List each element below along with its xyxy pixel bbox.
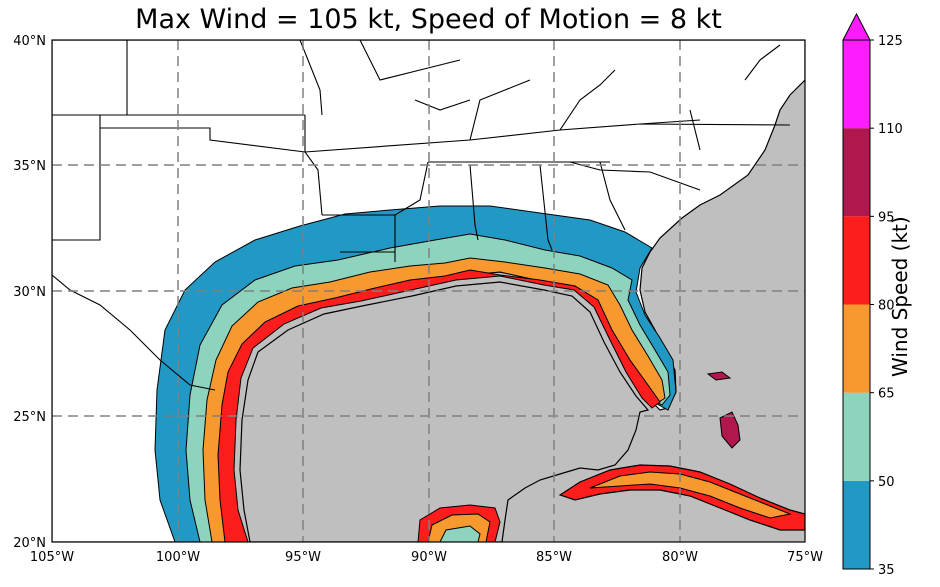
lon-label-105: 105°W	[30, 550, 74, 565]
cuba-inner	[589, 471, 792, 519]
map-title: Max Wind = 105 kt, Speed of Motion = 8 k…	[135, 4, 722, 35]
colorbar-bin-95-110	[843, 128, 870, 217]
colorbar-tick-label: 50	[878, 475, 895, 490]
colorbar-bin-110-125	[843, 40, 870, 129]
bahamas-b	[706, 371, 732, 381]
swath-yucatan-core	[439, 525, 481, 542]
lat-label-30: 30°N	[13, 285, 46, 300]
colorbar-tick-label: 125	[878, 34, 903, 49]
lon-label-75: 75°W	[787, 550, 823, 565]
map-panel	[52, 40, 805, 542]
lon-label-90: 90°W	[411, 550, 447, 565]
graticule	[52, 40, 805, 542]
lon-label-100: 100°W	[156, 550, 200, 565]
bahamas-a	[719, 411, 741, 449]
colorbar-tick-label: 110	[878, 122, 903, 137]
colorbar-bin-50-65	[843, 392, 870, 481]
lat-label-20: 20°N	[13, 536, 46, 551]
colorbar: 35 50 65 80 95 110 125	[842, 12, 903, 578]
colorbar-tick-label: 80	[878, 299, 895, 314]
lat-label-40: 40°N	[13, 34, 46, 49]
colorbar-bin-35-50	[843, 480, 870, 569]
lon-label-80: 80°W	[662, 550, 698, 565]
colorbar-bin-65-80	[843, 304, 870, 393]
lat-label-25: 25°N	[13, 410, 46, 425]
map-frame	[51, 39, 806, 543]
colorbar-bin-80-95	[843, 216, 870, 305]
colorbar-extend-arrow	[842, 12, 871, 41]
lon-label-85: 85°W	[536, 550, 572, 565]
lat-label-35: 35°N	[13, 159, 46, 174]
lon-label-95: 95°W	[285, 550, 321, 565]
swath-80-95kt	[217, 269, 661, 542]
colorbar-tick-label: 35	[878, 563, 895, 578]
gulf-of-mexico	[239, 281, 650, 542]
colorbar-tick-label: 65	[878, 387, 895, 402]
colorbar-tick-label: 95	[878, 210, 895, 225]
colorbar-title: Wind Speed (kt)	[888, 216, 912, 377]
